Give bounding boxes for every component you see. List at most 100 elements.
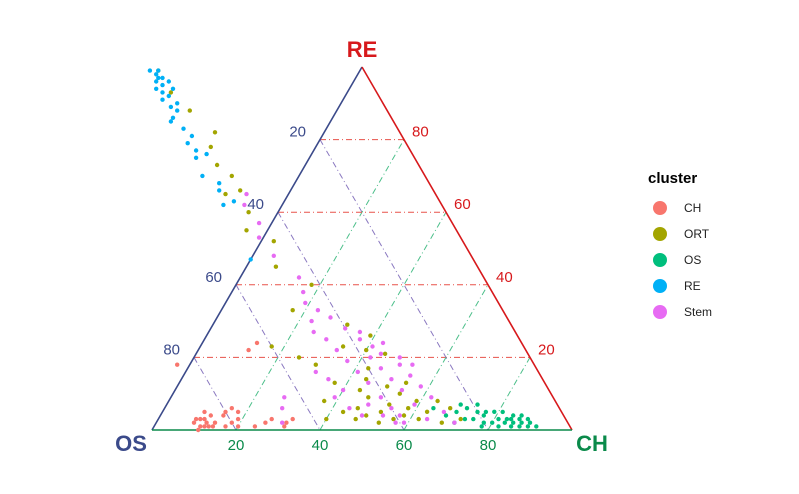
data-point-re: [160, 90, 165, 95]
data-point-ort: [364, 413, 369, 418]
data-point-os: [525, 416, 531, 422]
data-point-ch: [223, 424, 228, 429]
data-point-ch: [202, 409, 207, 415]
data-point-ort: [208, 144, 213, 150]
legend-items: CH ORT OS RE Stem: [653, 201, 712, 319]
ch-tick-label: 20: [228, 437, 245, 454]
data-point-stem: [334, 347, 339, 353]
data-point-os: [464, 406, 470, 411]
data-point-ort: [212, 130, 218, 135]
data-point-re: [170, 115, 176, 121]
data-point-stem: [256, 235, 262, 240]
os-grid-line: [235, 284, 321, 431]
os-tick-label: 20: [289, 124, 306, 141]
data-point-re: [168, 119, 174, 124]
data-point-ort: [403, 380, 409, 385]
data-point-ch: [282, 424, 287, 429]
os-grid-line: [193, 357, 237, 431]
data-point-ort: [385, 384, 390, 389]
data-point-ch: [202, 416, 207, 422]
data-point-re: [175, 108, 180, 113]
data-point-os: [483, 409, 489, 415]
legend-label-stem: Stem: [684, 305, 712, 319]
data-point-stem: [340, 387, 346, 393]
data-point-re: [168, 104, 174, 110]
data-point-ch: [221, 413, 226, 418]
data-point-re: [147, 68, 153, 73]
data-point-ort: [378, 409, 384, 415]
data-point-stem: [296, 275, 302, 280]
ch-tick-label: 60: [396, 437, 413, 454]
data-point-stem: [393, 420, 398, 425]
data-point-os: [508, 416, 514, 422]
data-point-ort: [229, 173, 234, 179]
data-point-os: [519, 420, 524, 425]
data-point-stem: [326, 377, 331, 382]
data-point-re: [166, 79, 171, 84]
data-point-re: [185, 141, 190, 146]
data-point-ch: [284, 420, 289, 425]
legend: cluster CH ORT OS RE Stem: [648, 170, 712, 319]
data-point-re: [204, 151, 209, 157]
data-point-ort: [322, 398, 327, 404]
vertex-label-ch: CH: [576, 431, 608, 456]
data-point-ch: [263, 420, 268, 425]
data-point-stem: [389, 377, 394, 382]
data-point-stem: [303, 300, 308, 306]
data-point-ort: [168, 90, 174, 95]
legend-label-os: OS: [684, 253, 701, 267]
data-point-ort: [355, 406, 360, 411]
data-point-stem: [355, 369, 360, 375]
data-point-ch: [212, 420, 218, 425]
data-point-stem: [418, 384, 423, 389]
data-point-ort: [353, 416, 358, 422]
data-point-ch: [208, 413, 213, 418]
data-point-ort: [364, 347, 369, 353]
data-point-ort: [366, 366, 371, 371]
data-point-re: [160, 97, 165, 102]
vertex-label-re: RE: [347, 37, 378, 62]
data-point-stem: [280, 420, 285, 425]
data-point-re: [231, 199, 237, 204]
data-point-os: [475, 402, 480, 407]
data-point-re: [175, 101, 180, 106]
data-point-stem: [378, 395, 384, 400]
legend-title: cluster: [648, 170, 697, 187]
data-point-ort: [376, 420, 381, 425]
data-point-ch: [210, 424, 216, 429]
data-point-os: [471, 416, 476, 422]
data-point-stem: [399, 387, 405, 393]
data-point-ch: [206, 424, 211, 429]
data-point-stem: [397, 413, 402, 418]
data-point-ort: [332, 380, 337, 385]
data-point-re: [193, 148, 199, 153]
data-point-stem: [343, 326, 348, 331]
data-point-os: [458, 402, 463, 407]
ch-grid-line: [235, 139, 405, 431]
data-point-ort: [223, 191, 228, 197]
data-point-ort: [269, 344, 274, 349]
data-point-re: [154, 72, 159, 77]
data-point-stem: [370, 344, 375, 349]
data-point-ch: [269, 416, 274, 422]
data-point-os: [525, 424, 531, 429]
os-tick-label: 80: [163, 341, 180, 358]
data-point-stem: [328, 315, 333, 320]
os-grid-line: [277, 211, 405, 431]
data-point-ch: [223, 409, 228, 415]
data-point-re: [200, 173, 205, 179]
data-point-stem: [389, 406, 394, 411]
data-point-os: [496, 424, 501, 429]
data-point-stem: [280, 406, 285, 411]
data-point-ch: [235, 424, 241, 429]
data-point-os: [496, 416, 501, 422]
ch-grid-line: [403, 284, 489, 431]
data-point-os: [481, 413, 486, 418]
data-point-stem: [397, 355, 402, 360]
data-point-ort: [366, 395, 371, 400]
triangle-frame: [151, 66, 573, 431]
data-point-stem: [313, 369, 318, 375]
data-point-os: [527, 420, 533, 425]
data-point-ch: [198, 416, 203, 422]
data-point-stem: [271, 253, 276, 258]
